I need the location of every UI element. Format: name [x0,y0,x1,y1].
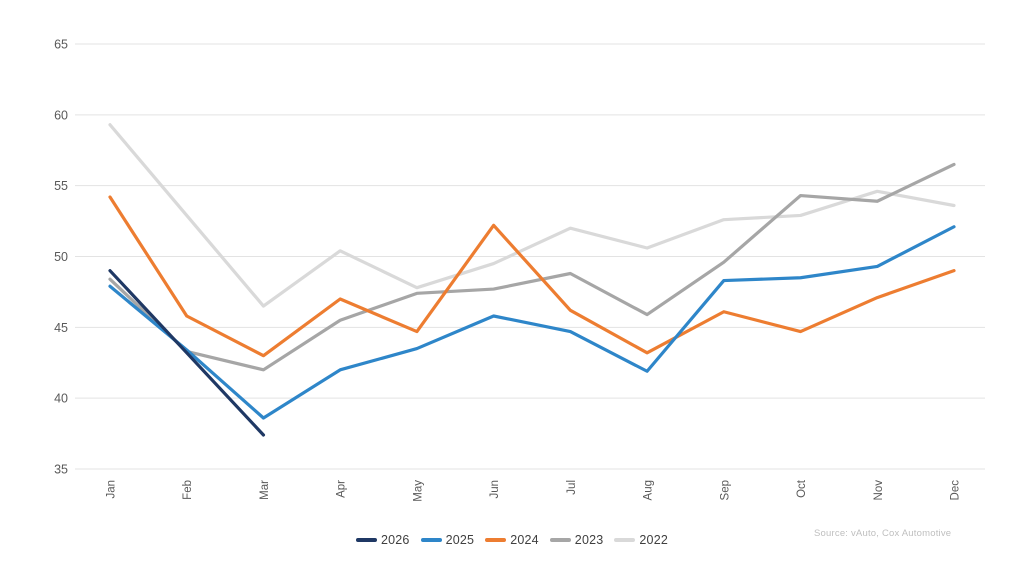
legend-item-2026: 2026 [355,533,410,547]
series-line-2022 [108,123,956,308]
x-axis-tick-label: Jan [106,480,118,499]
chart-legend: 2026 2025 2024 2023 2022 [0,533,1024,547]
x-axis-tick-label: Jun [489,480,501,499]
series-line-2025 [108,225,956,420]
source-attribution: Source: vAuto, Cox Automotive [814,528,952,539]
legend-label: 2026 [380,533,410,547]
legend-label: 2022 [639,533,669,547]
x-axis-tick-label: Aug [643,480,655,500]
series-line-2023 [108,162,956,372]
y-axis-tick-label: 55 [54,179,68,193]
y-axis-tick-label: 45 [54,321,68,335]
y-axis-tick-label: 50 [54,250,68,264]
y-axis-tick-label: 35 [54,463,68,477]
legend-swatch-2022 [614,538,636,542]
legend-swatch-2023 [549,538,571,542]
legend-swatch-2025 [420,538,442,542]
legend-label: 2025 [445,533,475,547]
x-axis-tick-label: Oct [796,479,808,498]
x-axis-tick-label: May [412,480,424,502]
x-axis-tick-label: Feb [182,480,194,500]
legend-item-2024: 2024 [485,533,539,547]
y-axis-tick-label: 65 [54,38,68,52]
x-axis-tick-label: Jul [566,480,578,495]
y-axis-tick-label: 40 [54,392,68,406]
legend-item-2022: 2022 [614,533,668,547]
legend-item-2023: 2023 [549,533,604,547]
legend-item-2025: 2025 [420,533,475,547]
x-axis-tick-label: Sep [719,480,731,500]
x-axis-tick-label: Apr [336,480,348,498]
legend-swatch-2026 [355,538,377,542]
y-axis-tick-label: 60 [54,108,68,122]
x-axis-tick-label: Nov [873,480,885,501]
series-line-2024 [108,195,956,358]
x-axis-tick-label: Mar [259,480,271,500]
x-axis-tick-label: Dec [950,480,962,501]
series-line-2026 [108,269,266,437]
legend-label: 2023 [574,533,604,547]
legend-label: 2024 [510,533,539,547]
legend-swatch-2024 [485,538,507,542]
